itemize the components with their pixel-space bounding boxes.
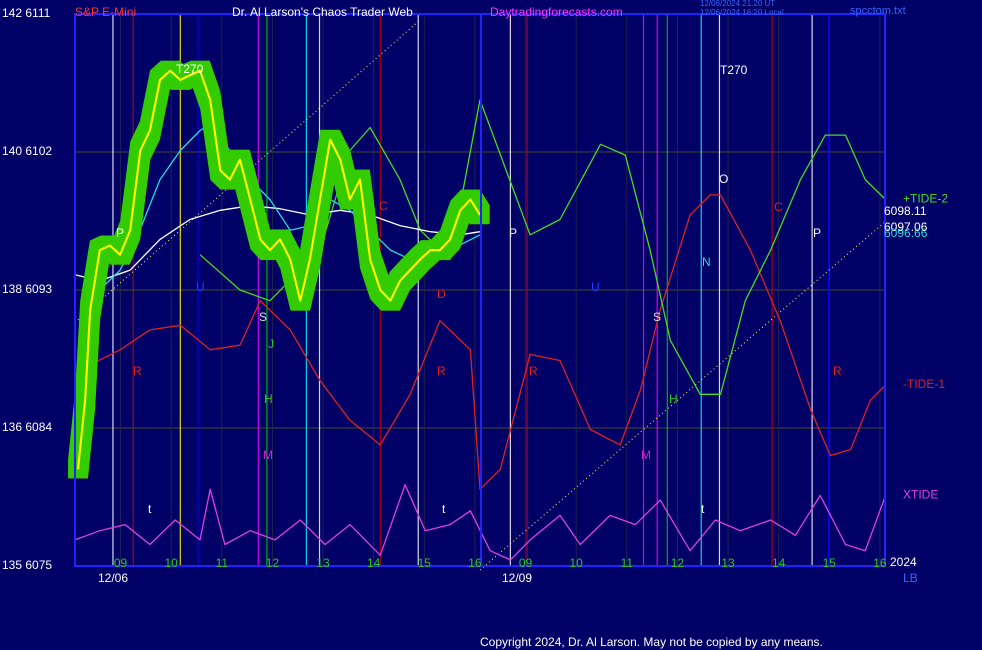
event-label: t: [148, 502, 152, 516]
series-line: [74, 484, 887, 561]
y-tick-label: 142 6111: [2, 6, 51, 20]
event-label: C: [774, 200, 783, 214]
event-label: U: [591, 280, 600, 294]
event-label: t: [701, 502, 705, 516]
timestamp: 12/06/2024 21:20 UT: [700, 0, 775, 8]
file-name: spcctom.txt: [850, 5, 906, 17]
series-line: [199, 99, 886, 395]
event-label: H: [264, 392, 273, 406]
x-tick-label: 14: [772, 556, 786, 570]
event-label: P: [813, 226, 821, 240]
event-label: P: [116, 226, 124, 240]
event-label: M: [263, 448, 273, 462]
label-layer: 142 6111 140 6102 138 6093 136 6084 135 6075…: [2, 6, 948, 572]
x-tick-label: 15: [823, 556, 837, 570]
x-tick-label: 13: [721, 556, 735, 570]
x-tick-label: 11: [216, 556, 229, 570]
x-tick-label: 10: [165, 556, 179, 570]
event-label: O: [719, 172, 728, 186]
legend-label: XTIDE: [903, 488, 938, 502]
x-tick-label: 16: [468, 556, 482, 570]
event-label: N: [702, 255, 711, 269]
y-tick-label: 138 6093: [2, 282, 52, 296]
date-label: 12/09: [502, 571, 532, 585]
event-layer: [112, 14, 829, 566]
series-line: [74, 205, 481, 282]
event-label: M: [641, 448, 651, 462]
x-tick-label: 12: [671, 556, 685, 570]
year-label: 2024: [890, 555, 917, 569]
series-layer: [74, 69, 887, 561]
copyright: Copyright 2024, Dr. Al Larson. May not b…: [480, 635, 823, 649]
event-label: R: [833, 364, 842, 378]
event-label: R: [437, 364, 446, 378]
event-label: R: [529, 364, 538, 378]
event-label: T270: [720, 63, 748, 77]
x-tick-label: 09: [519, 556, 533, 570]
event-label: D: [437, 287, 446, 301]
series-line: [79, 123, 481, 331]
event-label: t: [442, 502, 446, 516]
event-label: R: [133, 364, 142, 378]
event-label: U: [196, 280, 205, 294]
symbol: S&P E-Mini: [75, 5, 136, 19]
event-label: C: [379, 199, 388, 213]
x-tick-label: 15: [418, 556, 432, 570]
price-label: 6098.11: [884, 204, 927, 218]
x-tick-label: 09: [114, 556, 128, 570]
chart-title: Dr. Al Larson's Chaos Trader Web: [232, 5, 413, 19]
price-label: 6097.06: [884, 220, 928, 234]
event-labels: P P P C C U U S S J H H M M R R R R t t …: [116, 62, 842, 516]
event-label: H: [669, 392, 678, 406]
series-line: [77, 69, 481, 470]
x-tick-label: 14: [367, 556, 381, 570]
lb-label: LB: [903, 571, 918, 585]
timestamp: 12/06/2024 16:20 Local: [700, 8, 784, 17]
series-line: [79, 194, 886, 490]
y-tick-label: 140 6102: [2, 144, 52, 158]
x-tick-label: 11: [621, 556, 634, 570]
event-label: J: [268, 337, 274, 351]
legend-label: +TIDE-2: [903, 192, 948, 206]
trend-line: [479, 221, 886, 571]
price-label: 6096.66: [884, 226, 928, 240]
x-tick-label: 16: [873, 556, 887, 570]
x-tick-label: 12: [266, 556, 280, 570]
event-label: P: [509, 226, 517, 240]
legend-label: -TIDE-1: [903, 377, 945, 391]
event-label: T270: [176, 62, 204, 76]
date-label: 12/06: [98, 571, 128, 585]
event-label: S: [259, 310, 267, 324]
x-tick-label: 10: [570, 556, 584, 570]
y-tick-label: 136 6084: [2, 420, 52, 434]
event-label: S: [653, 310, 661, 324]
y-tick-label: 135 6075: [2, 558, 52, 572]
site: Daytradingforecasts.com: [490, 5, 623, 19]
x-tick-label: 13: [316, 556, 330, 570]
